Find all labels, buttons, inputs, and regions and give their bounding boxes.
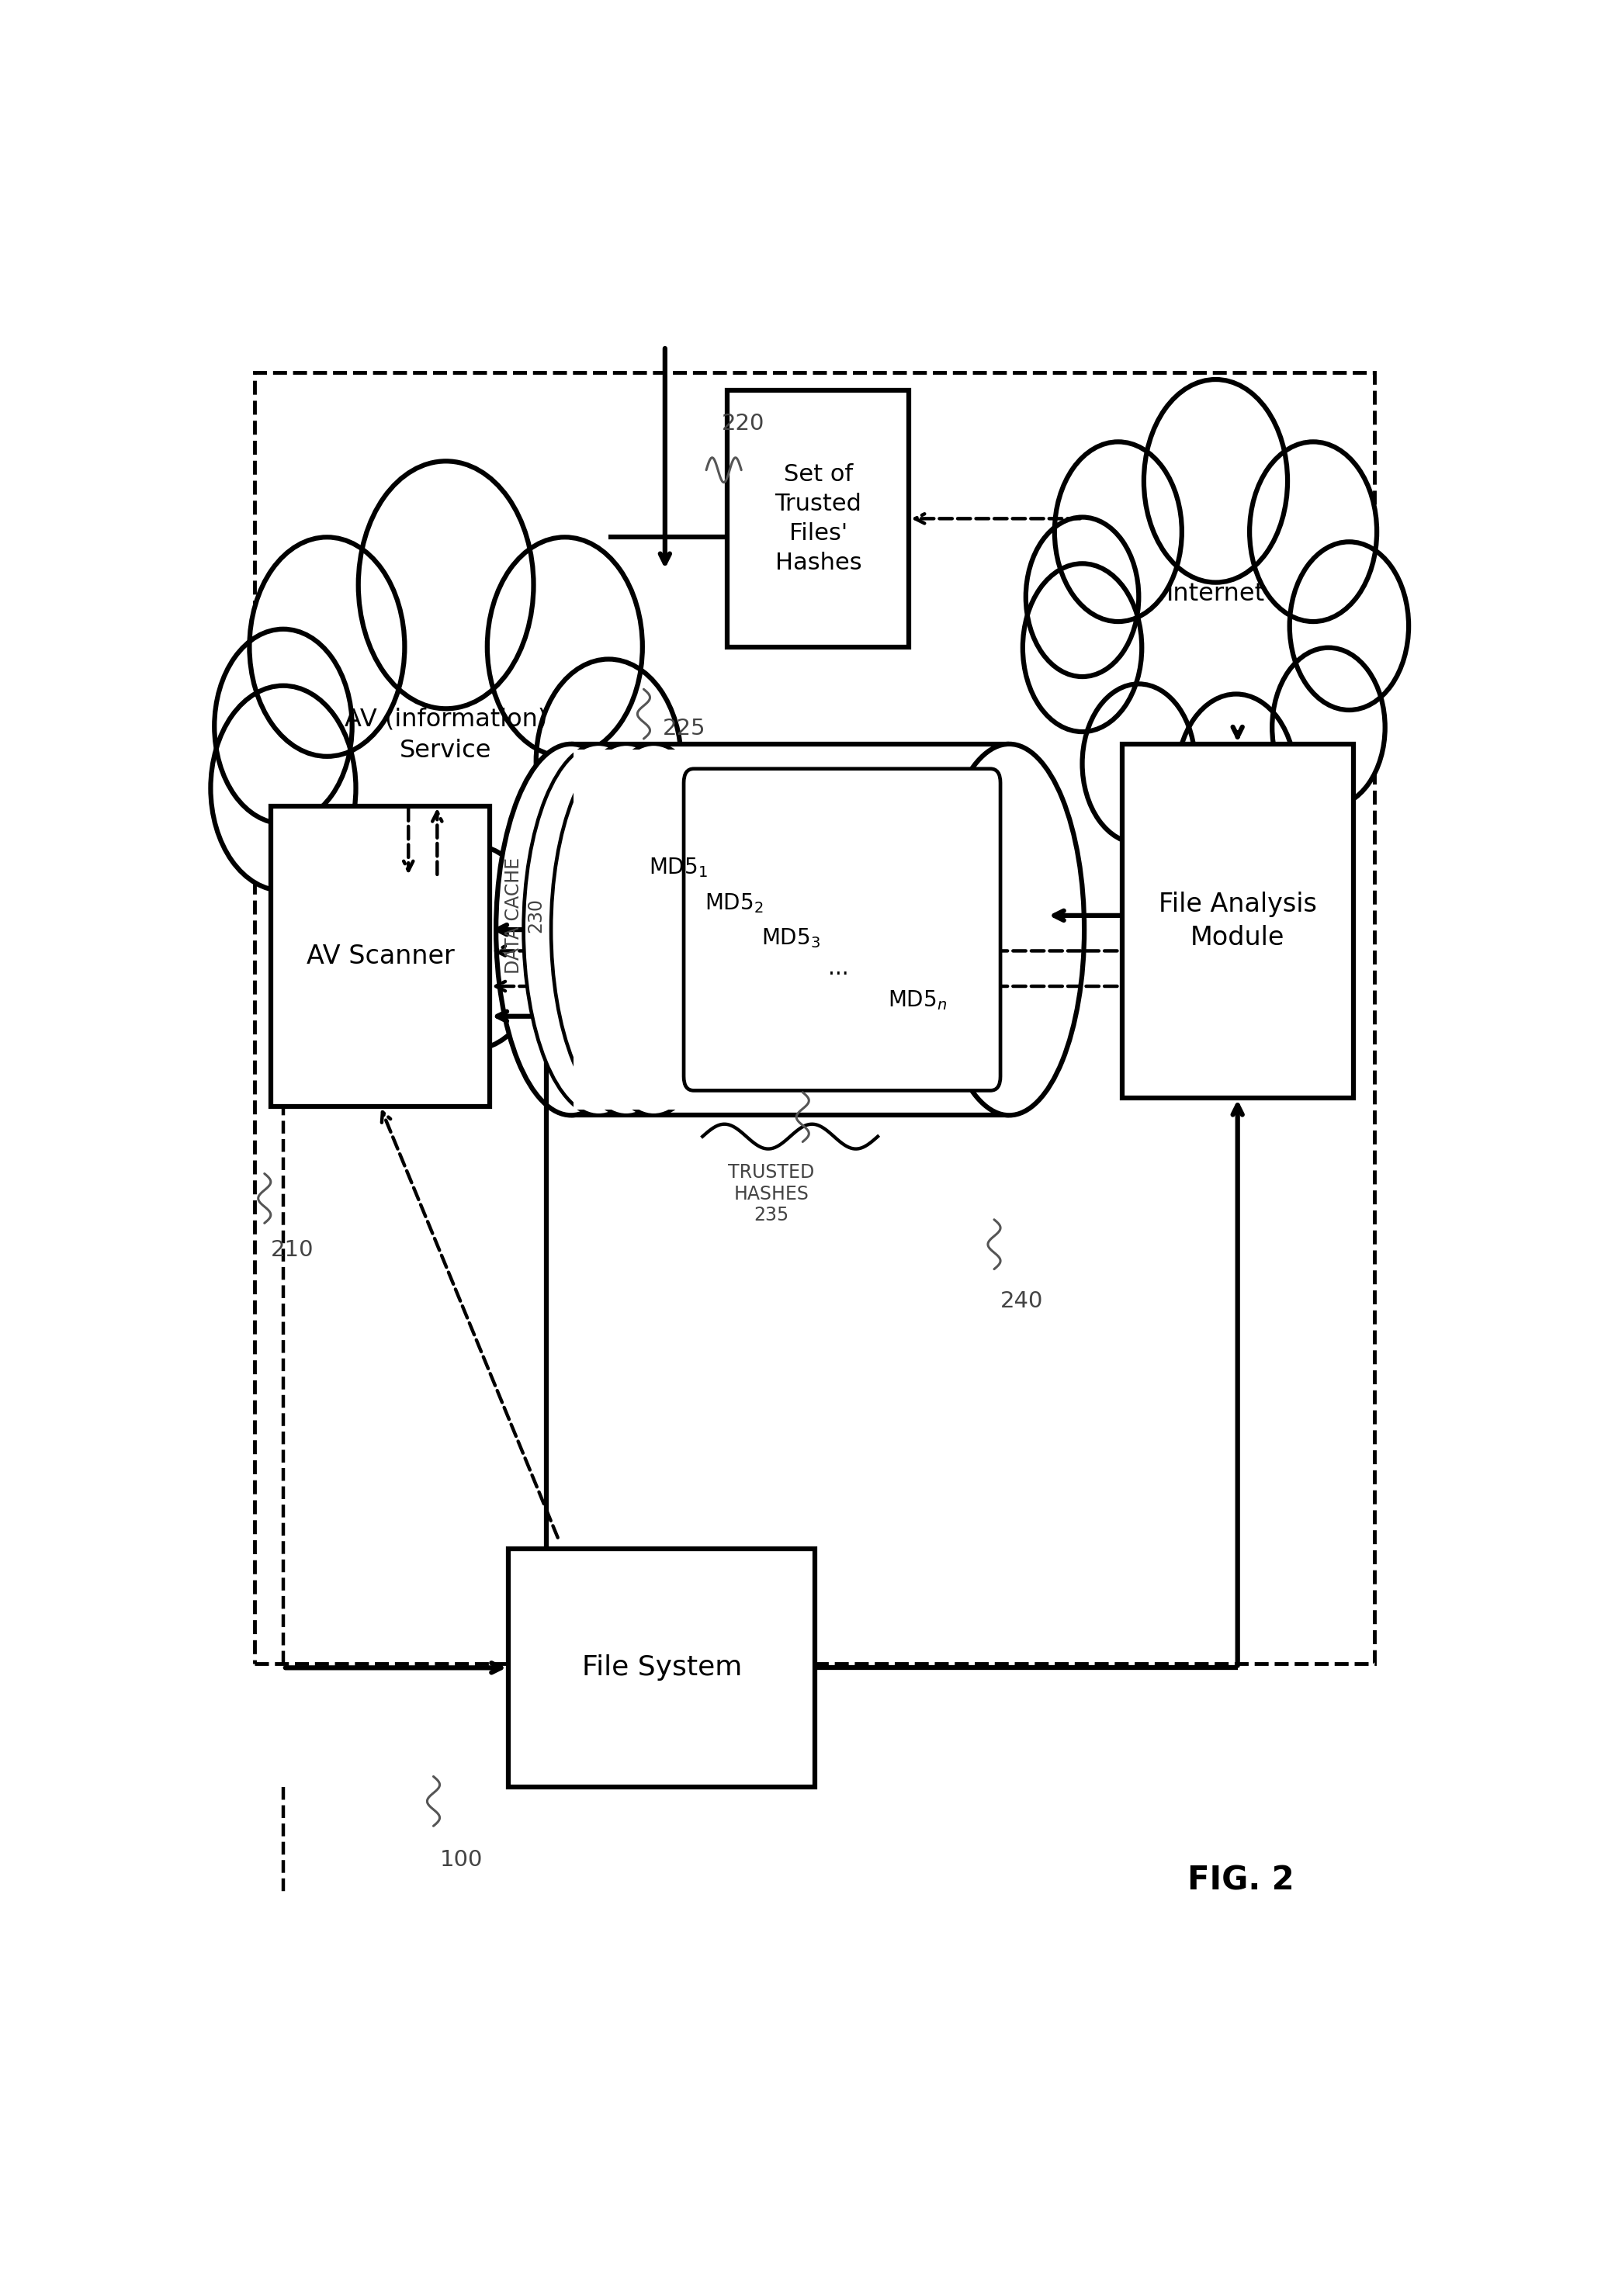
- Circle shape: [536, 659, 682, 863]
- Circle shape: [399, 845, 544, 1049]
- Circle shape: [1290, 542, 1408, 709]
- Text: 225: 225: [662, 716, 706, 739]
- FancyBboxPatch shape: [683, 769, 1000, 1091]
- Bar: [573, 748, 787, 1109]
- Text: Set of
Trusted
Files'
Hashes: Set of Trusted Files' Hashes: [775, 464, 862, 574]
- Ellipse shape: [523, 744, 673, 1116]
- Circle shape: [1177, 693, 1295, 863]
- Bar: [727, 390, 909, 647]
- Text: Internet: Internet: [1166, 581, 1265, 606]
- Circle shape: [1022, 563, 1142, 732]
- Circle shape: [283, 833, 422, 1026]
- Text: File Analysis
Module: File Analysis Module: [1158, 891, 1316, 951]
- Ellipse shape: [578, 744, 728, 1116]
- Circle shape: [1273, 647, 1386, 808]
- Text: FIG. 2: FIG. 2: [1187, 1864, 1294, 1896]
- Ellipse shape: [933, 744, 1084, 1116]
- Circle shape: [359, 461, 533, 709]
- Text: 220: 220: [722, 413, 764, 434]
- Circle shape: [515, 788, 652, 983]
- Circle shape: [1082, 684, 1195, 843]
- Circle shape: [1250, 441, 1378, 622]
- Bar: [271, 806, 489, 1107]
- Text: 240: 240: [1000, 1290, 1043, 1311]
- Circle shape: [1026, 517, 1139, 677]
- Bar: [572, 744, 1009, 1116]
- Circle shape: [1055, 441, 1182, 622]
- Bar: [1122, 744, 1353, 1097]
- Text: MD5$_3$: MD5$_3$: [761, 928, 820, 951]
- Bar: [255, 372, 1374, 1662]
- Text: AV (information)
Service: AV (information) Service: [344, 707, 547, 762]
- Bar: [509, 1548, 816, 1786]
- Text: TRUSTED
HASHES
235: TRUSTED HASHES 235: [728, 1164, 814, 1224]
- Circle shape: [210, 687, 355, 891]
- Text: 210: 210: [271, 1240, 313, 1261]
- Text: DATA CACHE
230: DATA CACHE 230: [505, 856, 544, 974]
- Text: AV Scanner: AV Scanner: [307, 944, 454, 969]
- Circle shape: [488, 537, 643, 755]
- Circle shape: [1143, 379, 1287, 583]
- Text: File System: File System: [581, 1655, 741, 1681]
- Ellipse shape: [496, 744, 646, 1116]
- Text: MD5$_2$: MD5$_2$: [706, 891, 764, 914]
- Text: 100: 100: [439, 1848, 483, 1871]
- Ellipse shape: [551, 744, 701, 1116]
- Circle shape: [249, 537, 405, 755]
- Text: MD5$_n$: MD5$_n$: [888, 990, 946, 1013]
- Text: MD5$_1$: MD5$_1$: [649, 856, 707, 879]
- Text: ...: ...: [828, 957, 848, 980]
- Circle shape: [215, 629, 352, 824]
